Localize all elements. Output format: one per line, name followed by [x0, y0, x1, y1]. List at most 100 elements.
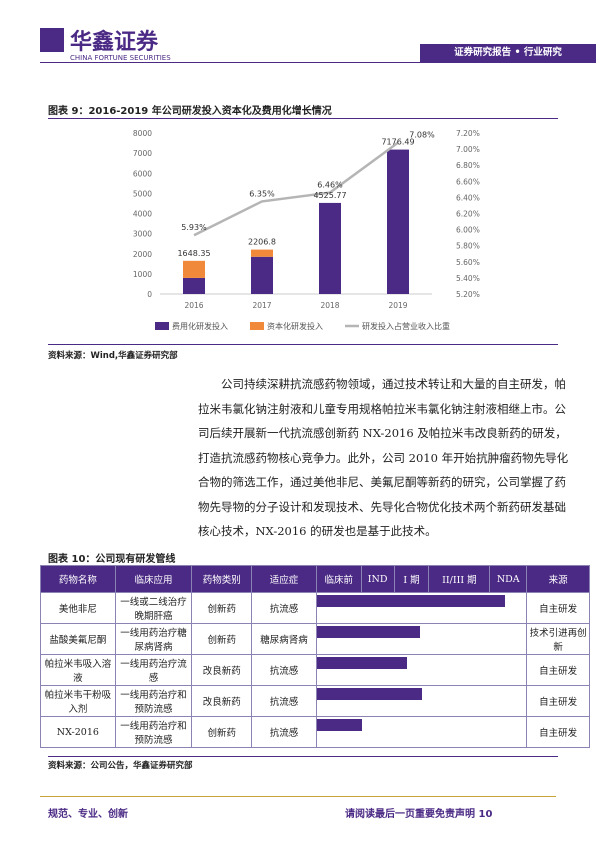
y-tick-label: 7000 — [133, 149, 152, 158]
y-tick-label: 0 — [147, 290, 152, 299]
cell: 创新药 — [191, 592, 253, 624]
y2-tick-label: 6.80% — [456, 161, 480, 170]
header-cell: 临床应用 — [114, 565, 193, 593]
brand-en: CHINA FORTUNE SECURITIES — [70, 54, 171, 62]
cell: 改良新药 — [191, 654, 253, 686]
header-cell: II/III 期 — [428, 565, 491, 593]
progress-bar — [316, 719, 362, 731]
header-cell: 来源 — [526, 565, 590, 593]
cell: 糖尿病肾病 — [251, 623, 317, 655]
progress-bar — [316, 595, 506, 607]
y2-tick-label: 6.40% — [456, 193, 480, 202]
total-label: 7176.49 — [381, 138, 414, 147]
x-tick-label: 2016 — [184, 301, 203, 310]
cell: 一线或二线治疗晚期肝癌 — [114, 592, 193, 624]
source-rule — [48, 344, 558, 345]
y-tick-label: 8000 — [133, 129, 152, 138]
total-label: 1648.35 — [177, 249, 210, 258]
legend-label: 研发投入占营业收入比重 — [362, 321, 450, 331]
source-rule — [48, 756, 558, 757]
cell: 技术引进再创新 — [526, 623, 590, 655]
cell: 一线用药治疗和预防流感 — [114, 685, 193, 717]
data-label: 6.35% — [249, 189, 275, 198]
bar — [251, 256, 273, 294]
y2-tick-label: 6.20% — [456, 210, 480, 219]
footer-motto: 规范、专业、创新 — [48, 809, 128, 820]
paragraph: 公司持续深耕抗流感药物领域，通过技术转让和大量的自主研发，帕拉米韦氯化钠注射液和… — [198, 377, 569, 538]
cell: 改良新药 — [191, 685, 253, 717]
cell: 美他非尼 — [40, 592, 116, 624]
cell — [315, 592, 528, 624]
cell: 自主研发 — [526, 685, 590, 717]
data-label: 5.93% — [181, 223, 207, 232]
x-tick-label: 2017 — [252, 301, 271, 310]
cell: 一线用药治疗和预防流感 — [114, 716, 193, 748]
header-cell: 适应症 — [251, 565, 317, 593]
y2-tick-label: 5.80% — [456, 242, 480, 251]
total-label: 2206.8 — [248, 238, 276, 247]
y2-tick-label: 5.60% — [456, 258, 480, 267]
cell — [315, 623, 528, 655]
bar — [183, 260, 205, 278]
y2-tick-label: 5.20% — [456, 290, 480, 299]
logo-icon — [40, 28, 64, 52]
y-tick-label: 3000 — [133, 230, 152, 239]
y2-tick-label: 5.40% — [456, 274, 480, 283]
footer-notice: 请阅读最后一页重要免责声明 10 — [345, 805, 492, 820]
source: 资料来源：公司公告，华鑫证券研究部 — [48, 761, 193, 771]
cell — [315, 654, 528, 686]
cell: 抗流感 — [251, 592, 317, 624]
header-cell: NDA — [489, 565, 528, 593]
x-tick-label: 2019 — [388, 301, 407, 310]
report-tag: 证券研究报告 • 行业研究 — [420, 44, 596, 62]
bar — [319, 202, 341, 294]
y2-tick-label: 6.00% — [456, 226, 480, 235]
cell — [315, 716, 528, 748]
cell: 抗流感 — [251, 716, 317, 748]
header-cell: 临床前 — [315, 565, 362, 593]
cell: 自主研发 — [526, 654, 590, 686]
y-tick-label: 4000 — [133, 210, 152, 219]
page-number: 10 — [478, 809, 493, 820]
y-tick-label: 1000 — [133, 270, 152, 279]
figure-caption: 图表 9：2016-2019 年公司研发投入资本化及费用化增长情况 — [48, 106, 332, 117]
line — [193, 141, 399, 237]
y2-tick-label: 6.60% — [456, 177, 480, 186]
y-tick-label: 6000 — [133, 169, 152, 178]
cell: 帕拉米韦干粉吸入剂 — [40, 685, 116, 717]
legend-label: 费用化研发投入 — [172, 321, 228, 331]
header-cell: 药物类别 — [191, 565, 253, 593]
y2-tick-label: 7.00% — [456, 145, 480, 154]
header-rule — [40, 62, 596, 63]
header-cell: 药物名称 — [40, 565, 116, 593]
figure-caption: 图表 10：公司现有研发管线 — [48, 554, 176, 565]
cell: 创新药 — [191, 716, 253, 748]
cell: 一线用药治疗糖尿病肾病 — [114, 623, 193, 655]
y2-tick-label: 7.20% — [456, 129, 480, 138]
pipeline-table: 药物名称 临床应用 药物类别 适应症 临床前 IND I 期 II/III 期 NDA 来源 美他非… — [40, 565, 590, 748]
legend-label: 资本化研发投入 — [267, 321, 323, 331]
bar — [251, 249, 273, 257]
header-cell: IND — [360, 565, 395, 593]
source: 资料来源：Wind,华鑫证券研究部 — [48, 351, 178, 361]
chart: 0 1000 2000 3000 4000 5000 6000 7000 8000 5.20% 5.… — [133, 129, 480, 331]
total-label: 4525.77 — [313, 191, 346, 200]
cell: 一线用药治疗流感 — [114, 654, 193, 686]
progress-bar — [316, 688, 422, 700]
notice: 请阅读最后一页重要免责声明 — [345, 809, 475, 820]
cell: 帕拉米韦吸入溶液 — [40, 654, 116, 686]
progress-bar — [316, 657, 407, 669]
y-tick-label: 5000 — [133, 189, 152, 198]
y-tick-label: 2000 — [133, 250, 152, 259]
brand: 华鑫证券 — [70, 30, 159, 55]
footer-rule — [40, 796, 556, 797]
cell: 抗流感 — [251, 654, 317, 686]
cell: 抗流感 — [251, 685, 317, 717]
legend-swatch — [250, 322, 264, 330]
x-tick-label: 2018 — [320, 301, 339, 310]
bar — [183, 277, 205, 294]
cell: 盐酸美氟尼酮 — [40, 623, 116, 655]
caption-rule — [48, 118, 558, 119]
data-label: 6.46% — [317, 181, 343, 190]
